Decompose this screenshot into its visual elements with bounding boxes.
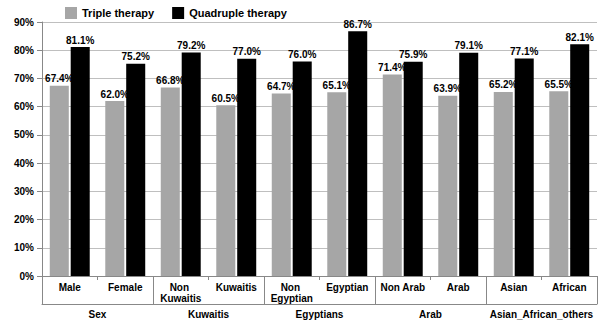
svg-text:77.0%: 77.0% — [233, 46, 261, 57]
svg-text:Arab: Arab — [419, 309, 442, 320]
svg-text:Arab: Arab — [447, 282, 470, 293]
svg-text:79.2%: 79.2% — [177, 40, 205, 51]
svg-text:Kuwaitis: Kuwaitis — [188, 309, 230, 320]
svg-text:63.9%: 63.9% — [434, 83, 462, 94]
svg-text:81.1%: 81.1% — [66, 35, 94, 46]
svg-text:50%: 50% — [14, 129, 34, 140]
svg-text:Triple therapy: Triple therapy — [82, 7, 155, 19]
svg-text:71.4%: 71.4% — [378, 62, 406, 73]
svg-text:66.8%: 66.8% — [156, 75, 184, 86]
svg-text:Kuwaitis: Kuwaitis — [216, 282, 258, 293]
svg-text:76.0%: 76.0% — [288, 49, 316, 60]
svg-text:65.2%: 65.2% — [489, 79, 517, 90]
svg-text:80%: 80% — [14, 45, 34, 56]
svg-text:77.1%: 77.1% — [510, 46, 538, 57]
svg-text:Asian_African_others: Asian_African_others — [490, 309, 594, 320]
svg-text:62.0%: 62.0% — [101, 89, 129, 100]
svg-text:82.1%: 82.1% — [566, 32, 594, 43]
svg-text:Sex: Sex — [89, 309, 107, 320]
svg-text:Male: Male — [59, 282, 82, 293]
svg-text:70%: 70% — [14, 73, 34, 84]
svg-text:Quadruple therapy: Quadruple therapy — [189, 7, 288, 19]
svg-text:African: African — [552, 282, 586, 293]
svg-text:67.4%: 67.4% — [45, 73, 73, 84]
svg-text:Non: Non — [281, 282, 303, 293]
svg-text:79.1%: 79.1% — [455, 40, 483, 51]
svg-text:75.2%: 75.2% — [122, 51, 150, 62]
svg-text:Kuwaitis: Kuwaitis — [160, 293, 202, 304]
svg-text:Female: Female — [108, 282, 143, 293]
svg-text:20%: 20% — [14, 214, 34, 225]
svg-text:64.7%: 64.7% — [267, 81, 295, 92]
svg-text:90%: 90% — [14, 17, 34, 28]
svg-text:60.5%: 60.5% — [212, 93, 240, 104]
svg-text:10%: 10% — [14, 242, 34, 253]
svg-text:30%: 30% — [14, 186, 34, 197]
svg-text:Egyptian: Egyptian — [271, 293, 313, 304]
svg-text:0%: 0% — [20, 271, 35, 282]
svg-text:40%: 40% — [14, 158, 34, 169]
svg-text:Asian: Asian — [500, 282, 527, 293]
svg-text:Non Arab: Non Arab — [380, 282, 425, 293]
svg-text:Egyptian: Egyptian — [326, 282, 368, 293]
svg-text:75.9%: 75.9% — [399, 49, 427, 60]
svg-text:65.5%: 65.5% — [545, 79, 573, 90]
svg-text:Egyptians: Egyptians — [296, 309, 344, 320]
svg-text:60%: 60% — [14, 101, 34, 112]
svg-text:86.7%: 86.7% — [344, 19, 372, 30]
svg-text:65.1%: 65.1% — [323, 80, 351, 91]
svg-text:Non: Non — [170, 282, 192, 293]
